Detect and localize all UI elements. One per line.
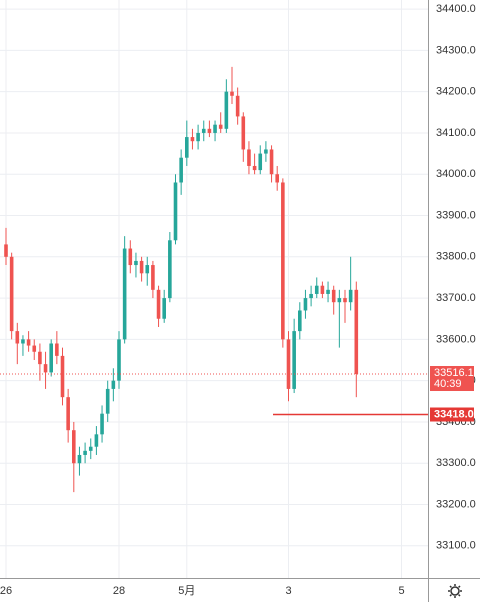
candle-body	[252, 165, 257, 171]
candle-body	[269, 149, 274, 175]
candle-body	[168, 240, 172, 299]
candle-body	[105, 388, 110, 414]
candle-body	[145, 265, 150, 274]
y-tick-label: 34400.0	[436, 3, 476, 15]
x-tick-label: 5月	[178, 585, 195, 597]
candle-body	[275, 174, 279, 183]
y-tick-label: 34000.0	[436, 168, 476, 180]
candle-body	[55, 343, 59, 356]
candle-body	[196, 132, 200, 142]
candle-body	[201, 128, 206, 133]
level-label: 33418.0	[434, 408, 474, 420]
candle-body	[88, 446, 93, 451]
candle-body	[60, 355, 65, 398]
candle-body	[43, 364, 48, 373]
candle-body	[134, 260, 138, 266]
candle-body	[38, 351, 42, 365]
gear-teeth	[448, 584, 462, 598]
candle-body	[26, 339, 31, 346]
candle-body	[337, 298, 342, 303]
candle-body	[218, 124, 223, 129]
candle-body	[15, 331, 20, 344]
candle-body	[258, 153, 263, 171]
candle-body	[303, 298, 308, 311]
x-tick-label: 3	[285, 585, 291, 597]
candle-body	[32, 345, 37, 352]
candle-body	[94, 434, 99, 447]
y-tick-label: 33800.0	[436, 251, 476, 263]
y-tick-label: 34100.0	[436, 127, 476, 139]
candle-body	[309, 293, 313, 299]
y-tick-label: 33100.0	[436, 540, 476, 552]
x-tick-label: 26	[0, 585, 12, 597]
y-tick-label: 34200.0	[436, 86, 476, 98]
candle-body	[326, 289, 330, 294]
candle-body	[139, 260, 144, 274]
y-tick-label: 33200.0	[436, 498, 476, 510]
candle-body	[21, 339, 25, 344]
candle-body	[4, 244, 8, 257]
candle-body	[111, 380, 116, 389]
candle-body	[49, 343, 53, 373]
candle-body	[343, 298, 347, 303]
last-price-box	[430, 366, 474, 392]
candle-body	[286, 339, 291, 389]
candle-body	[247, 149, 251, 166]
last-price-label: 33516.1	[434, 367, 474, 379]
y-tick-label: 34300.0	[436, 44, 476, 56]
candle-body	[185, 137, 189, 158]
candle-body	[66, 397, 70, 431]
candle-body	[77, 454, 82, 464]
candle-body	[331, 289, 336, 303]
settings-icon[interactable]	[448, 584, 462, 598]
y-tick-label: 33600.0	[436, 333, 476, 345]
candle-body	[100, 413, 104, 435]
candle-body	[128, 248, 133, 266]
candle-body	[156, 289, 161, 319]
y-tick-label: 33700.0	[436, 292, 476, 304]
candle-body	[213, 124, 217, 133]
candle-body	[72, 430, 76, 464]
candle-body	[281, 182, 285, 340]
candle-body	[314, 285, 319, 294]
candle-body	[83, 450, 87, 455]
countdown-label: 40:39	[434, 378, 462, 390]
candle-body	[190, 137, 195, 142]
candle-body	[151, 265, 155, 290]
candle-body	[320, 285, 325, 294]
candle-body	[173, 182, 178, 241]
level-label-box	[430, 407, 474, 422]
candle-body	[162, 298, 166, 319]
candle-body	[207, 128, 212, 133]
candle-body	[230, 91, 234, 96]
candle-body	[241, 116, 246, 150]
candle-body	[117, 339, 121, 381]
candle-body	[354, 289, 359, 375]
candle-body	[348, 289, 353, 303]
x-tick-label: 28	[113, 585, 125, 597]
candle-body	[235, 95, 240, 117]
candle-body	[224, 91, 229, 129]
y-tick-label: 33300.0	[436, 457, 476, 469]
candle-body	[9, 256, 14, 332]
gear-ring	[450, 586, 460, 596]
candle-body	[298, 310, 302, 332]
candle-body	[179, 157, 183, 183]
x-tick-label: 5	[398, 585, 404, 597]
candle-body	[292, 331, 296, 389]
candle-body	[122, 248, 127, 340]
candle-body	[264, 149, 268, 154]
y-tick-label: 33900.0	[436, 209, 476, 221]
